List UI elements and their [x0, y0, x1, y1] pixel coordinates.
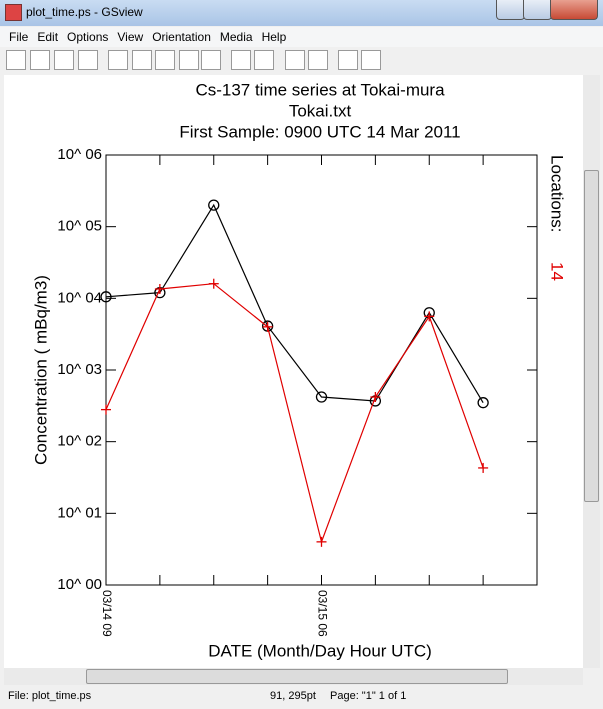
point-marker — [154, 283, 165, 294]
point-marker — [262, 321, 273, 332]
y-axis-label: Concentration ( mBq/m3) — [31, 275, 50, 465]
menu-item[interactable]: Media — [219, 30, 253, 44]
point-marker — [101, 404, 111, 415]
chart-subtitle: Tokai.txt — [289, 101, 352, 120]
point-marker — [100, 291, 112, 303]
status-file: File: plot_time.ps — [8, 690, 92, 702]
point-marker — [315, 391, 328, 403]
status-position: 91, 295pt — [270, 690, 316, 702]
toolbar-button[interactable] — [179, 50, 199, 70]
toolbar-button[interactable] — [338, 50, 358, 70]
point-marker — [208, 278, 219, 289]
menu-item[interactable]: Help — [261, 30, 287, 44]
toolbar-button[interactable] — [155, 50, 175, 70]
chart-annotation: First Sample: 0900 UTC 14 Mar 2011 — [179, 122, 460, 141]
toolbar-button[interactable] — [231, 50, 251, 70]
series-line — [105, 203, 484, 403]
menu-bar: File Edit Options View Orientation Media Help — [0, 27, 603, 47]
vertical-scrollbar[interactable] — [583, 75, 600, 668]
toolbar — [0, 47, 603, 74]
chart: Cs-137 time series at Tokai-mura Tokai.t… — [31, 80, 567, 660]
plot-frame — [105, 154, 538, 586]
toolbar-button[interactable] — [308, 50, 328, 70]
status-bar: File: plot_time.ps 91, 295pt Page: "1" 1… — [0, 687, 603, 709]
x-axis-label: DATE (Month/Day Hour UTC) — [208, 641, 432, 660]
toolbar-button[interactable] — [54, 50, 74, 70]
toolbar-button[interactable] — [361, 50, 381, 70]
status-page: Page: "1" 1 of 1 — [330, 690, 407, 702]
window-title: plot_time.ps - GSview — [26, 5, 143, 19]
chart-title: Cs-137 time series at Tokai-mura — [195, 80, 445, 99]
point-marker — [208, 199, 220, 211]
side-value: 14 — [548, 262, 567, 281]
series-line — [105, 283, 484, 544]
point-marker — [478, 462, 489, 473]
horizontal-scrollbar[interactable] — [4, 668, 583, 685]
point-marker — [477, 397, 489, 409]
point-marker — [424, 311, 435, 322]
y-tick-label: 10^ 05 — [57, 218, 102, 235]
point-marker — [370, 392, 381, 403]
toolbar-button[interactable] — [201, 50, 221, 70]
x-tick-label: 03/14 09 — [100, 590, 114, 637]
close-button[interactable] — [550, 0, 598, 20]
menu-item[interactable]: View — [117, 30, 144, 44]
y-tick-label: 10^ 01 — [57, 504, 102, 521]
toolbar-button[interactable] — [30, 50, 50, 70]
toolbar-button[interactable] — [108, 50, 128, 70]
menu-item[interactable]: Orientation — [152, 30, 211, 44]
y-tick-label: 10^ 03 — [57, 361, 102, 378]
side-label: Locations: — [548, 155, 567, 233]
app-icon — [5, 4, 22, 21]
menu-item[interactable]: Edit — [37, 30, 59, 44]
x-tick-label: 03/15 06 — [315, 590, 329, 637]
toolbar-button[interactable] — [78, 50, 98, 70]
menu-item[interactable]: Options — [67, 30, 109, 44]
y-tick-label: 10^ 06 — [57, 146, 102, 163]
y-tick-label: 10^ 04 — [57, 289, 102, 306]
page-view — [4, 75, 583, 668]
y-tick-label: 10^ 02 — [57, 433, 102, 450]
menu-item[interactable]: File — [9, 30, 29, 44]
toolbar-button[interactable] — [285, 50, 305, 70]
point-marker — [316, 536, 327, 547]
title-bar: plot_time.ps - GSview — [0, 0, 603, 26]
toolbar-button[interactable] — [132, 50, 152, 70]
toolbar-button[interactable] — [254, 50, 274, 70]
toolbar-button[interactable] — [6, 50, 26, 70]
y-tick-label: 10^ 00 — [57, 576, 102, 593]
